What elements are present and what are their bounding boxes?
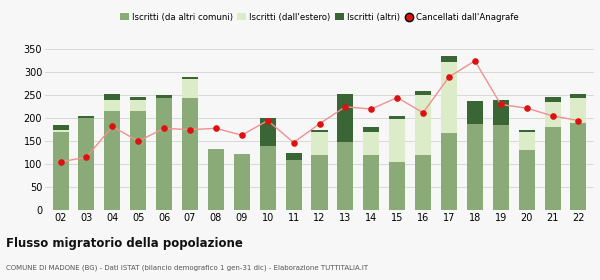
Bar <box>518 150 535 210</box>
Point <box>82 155 91 160</box>
Bar <box>130 111 146 210</box>
Bar <box>104 111 121 210</box>
Bar <box>311 155 328 210</box>
Bar <box>79 116 94 118</box>
Bar <box>545 102 560 127</box>
Bar <box>415 155 431 210</box>
Bar <box>182 77 198 79</box>
Point <box>367 107 376 111</box>
Point <box>315 122 325 126</box>
Bar <box>363 127 379 132</box>
Point <box>211 126 221 130</box>
Bar <box>363 155 379 210</box>
Bar <box>234 154 250 210</box>
Bar <box>415 95 431 155</box>
Point <box>289 140 298 145</box>
Point <box>263 118 272 123</box>
Text: COMUNE DI MADONE (BG) - Dati ISTAT (bilancio demografico 1 gen-31 dic) - Elabora: COMUNE DI MADONE (BG) - Dati ISTAT (bila… <box>6 265 368 271</box>
Bar <box>363 132 379 155</box>
Point <box>470 59 479 63</box>
Bar <box>53 132 68 210</box>
Point <box>522 106 532 110</box>
Bar <box>571 123 586 210</box>
Bar <box>53 130 68 132</box>
Bar <box>260 118 276 146</box>
Point <box>56 160 65 164</box>
Bar <box>208 150 224 210</box>
Bar <box>467 124 483 210</box>
Bar <box>156 97 172 210</box>
Bar <box>441 62 457 133</box>
Bar <box>389 119 405 162</box>
Bar <box>493 125 509 210</box>
Bar <box>518 130 535 132</box>
Bar <box>311 132 328 155</box>
Bar <box>130 100 146 111</box>
Point <box>392 95 402 100</box>
Point <box>444 75 454 79</box>
Bar <box>286 153 302 160</box>
Bar <box>545 127 560 210</box>
Bar <box>104 100 121 111</box>
Bar <box>337 142 353 210</box>
Bar <box>545 97 560 102</box>
Point <box>574 118 583 123</box>
Bar <box>286 160 302 210</box>
Bar <box>571 97 586 123</box>
Point <box>341 104 350 109</box>
Bar <box>311 130 328 132</box>
Bar <box>467 101 483 124</box>
Bar <box>389 162 405 210</box>
Bar <box>182 79 198 97</box>
Bar <box>104 94 121 100</box>
Bar <box>389 116 405 119</box>
Point <box>496 102 506 107</box>
Bar <box>518 132 535 150</box>
Bar <box>182 97 198 210</box>
Bar <box>337 94 353 142</box>
Bar <box>571 94 586 97</box>
Point <box>107 124 117 129</box>
Bar <box>130 97 146 100</box>
Legend: Iscritti (da altri comuni), Iscritti (dall'estero), Iscritti (altri), Cancellati: Iscritti (da altri comuni), Iscritti (da… <box>120 13 519 22</box>
Bar <box>441 133 457 210</box>
Bar <box>156 95 172 97</box>
Point <box>160 126 169 130</box>
Point <box>418 111 428 115</box>
Point <box>548 114 557 118</box>
Bar <box>53 125 68 130</box>
Bar <box>441 56 457 62</box>
Point <box>237 133 247 137</box>
Text: Flusso migratorio della popolazione: Flusso migratorio della popolazione <box>6 237 243 249</box>
Bar <box>79 118 94 210</box>
Bar <box>260 146 276 210</box>
Bar <box>415 91 431 95</box>
Bar <box>493 100 509 125</box>
Point <box>185 127 195 132</box>
Point <box>133 139 143 143</box>
